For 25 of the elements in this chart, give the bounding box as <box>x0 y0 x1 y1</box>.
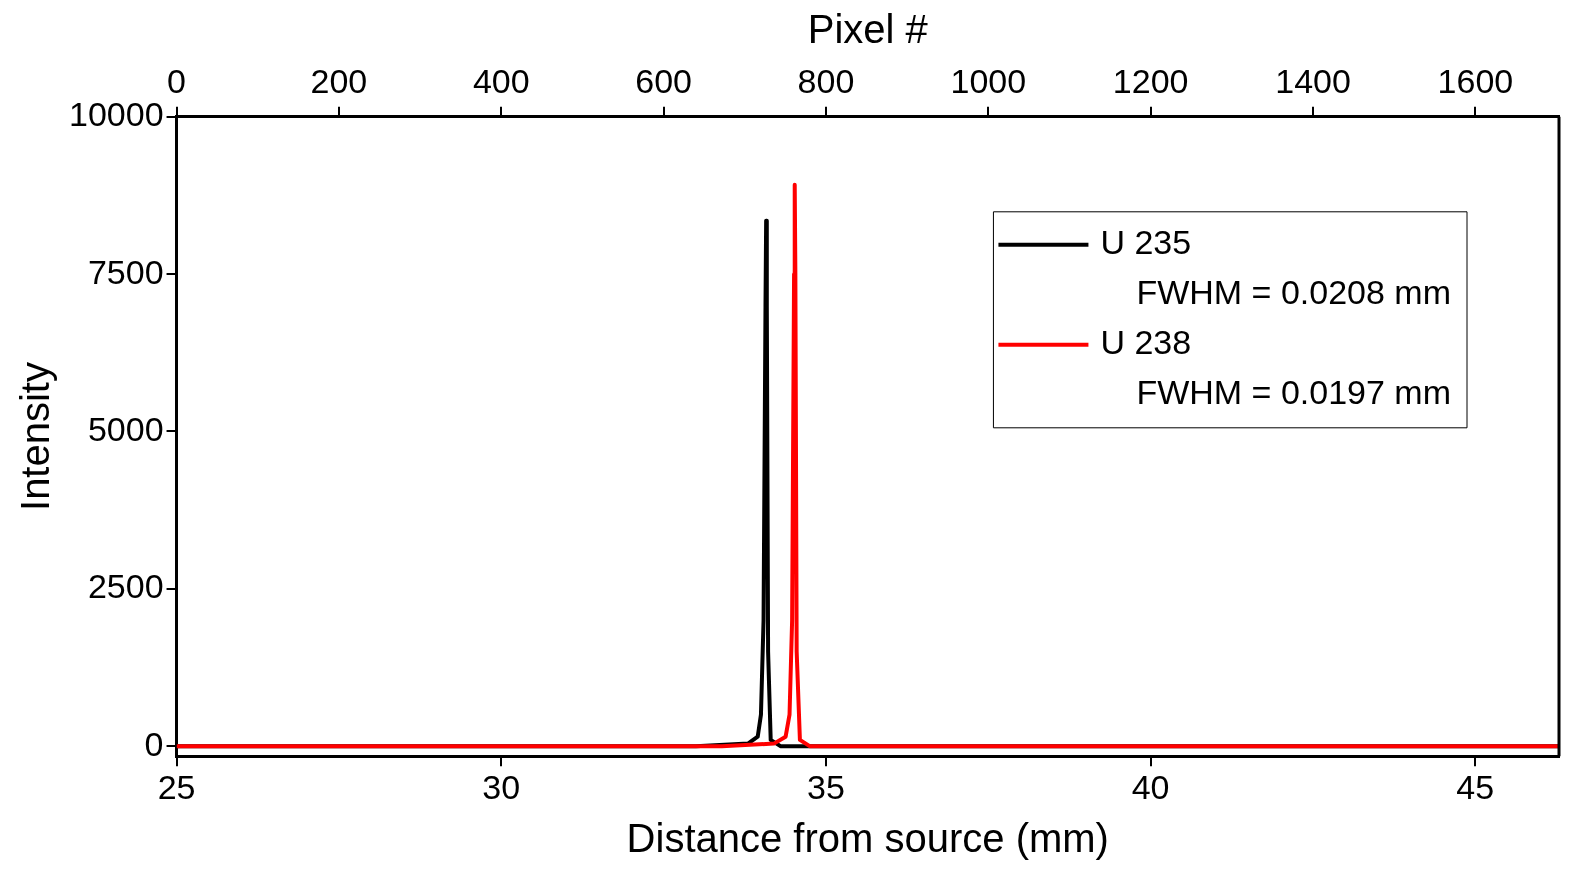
x-tick-label: 35 <box>806 767 845 806</box>
x2-tick-label: 600 <box>635 61 692 100</box>
y-tick-label: 5000 <box>87 409 164 448</box>
x-axis-title: Distance from source (mm) <box>626 816 1109 861</box>
x-tick-label: 25 <box>157 767 196 806</box>
x2-tick-label: 1000 <box>950 61 1027 100</box>
y-tick-label: 10000 <box>69 95 164 134</box>
annotation: FWHM = 0.0197 mm <box>1136 373 1452 412</box>
y-tick-label: 7500 <box>87 252 164 291</box>
legend-label: U 238 <box>1100 323 1192 362</box>
x2-tick-label: 800 <box>797 61 855 100</box>
x2-axis-title: Pixel # <box>807 7 929 52</box>
x-tick-label: 45 <box>1456 767 1495 806</box>
x2-tick-label: 200 <box>310 61 368 100</box>
y-axis-title: Intensity <box>13 362 58 511</box>
x2-tick-label: 400 <box>472 61 530 100</box>
annotation: FWHM = 0.0208 mm <box>1136 273 1452 312</box>
legend-label: U 235 <box>1100 223 1192 262</box>
x-tick-label: 40 <box>1131 767 1170 806</box>
x-tick-label: 30 <box>482 767 521 806</box>
x2-tick-label: 1600 <box>1437 61 1514 100</box>
x2-tick-label: 1400 <box>1275 61 1351 100</box>
y-tick-label: 0 <box>144 724 164 763</box>
y-tick-label: 2500 <box>87 567 164 606</box>
x2-tick-label: 1200 <box>1112 61 1189 100</box>
